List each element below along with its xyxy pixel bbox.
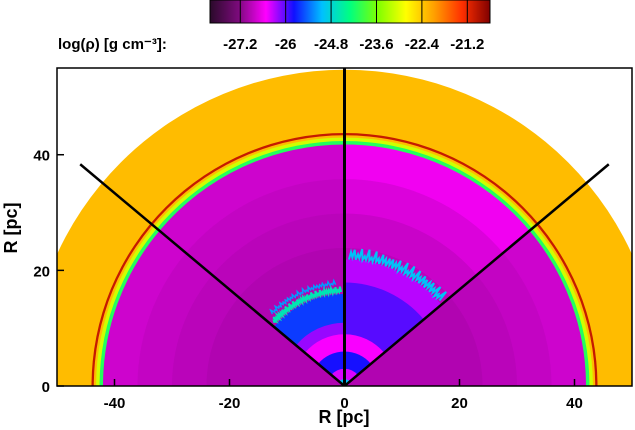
x-tick-label: 0 bbox=[340, 395, 348, 412]
colorbar-label: log(ρ) [g cm⁻³]: bbox=[58, 36, 167, 53]
y-axis-ticks: 0 20 40 bbox=[33, 148, 64, 396]
y-tick-label: 40 bbox=[33, 148, 50, 165]
y-tick-label: 0 bbox=[42, 379, 50, 396]
instability-front-right bbox=[347, 248, 447, 302]
colorbar-tick-label: -22.4 bbox=[405, 36, 440, 53]
colorbar-gradient bbox=[209, 0, 491, 24]
colorbar-ticks: -27.2 -26 -24.8 -23.6 -22.4 -21.2 bbox=[223, 0, 484, 53]
y-axis-label: R [pc] bbox=[1, 203, 21, 254]
colorbar-tick-label: -27.2 bbox=[223, 36, 257, 53]
wedge-dividers bbox=[79, 68, 610, 386]
y-tick-label: 20 bbox=[33, 263, 50, 280]
x-tick-label: -20 bbox=[219, 395, 241, 412]
colorbar-tick-label: -23.6 bbox=[359, 36, 393, 53]
cavity-region-3 bbox=[344, 230, 586, 386]
colorbar: log(ρ) [g cm⁻³]: -27.2 -26 -24.8 -23.6 -22.4… bbox=[58, 0, 491, 53]
x-tick-label: -40 bbox=[104, 395, 126, 412]
plot-area: -40 -20 0 20 40 0 20 40 bbox=[33, 67, 633, 412]
divider-line-0 bbox=[343, 163, 610, 386]
x-tick-label: 40 bbox=[566, 395, 583, 412]
colorbar-tick-label: -21.2 bbox=[450, 36, 484, 53]
x-axis-label: R [pc] bbox=[319, 407, 370, 427]
x-axis-ticks: -40 -20 0 20 40 bbox=[104, 379, 583, 412]
x-tick-label: 20 bbox=[451, 395, 468, 412]
cavity-region-0 bbox=[103, 230, 345, 386]
instability-front-left-outer bbox=[269, 278, 337, 315]
instability-front-left bbox=[272, 284, 343, 324]
colorbar-tick-label: -24.8 bbox=[314, 36, 348, 53]
divider-line-2 bbox=[79, 163, 346, 386]
colorbar-tick-label: -26 bbox=[275, 36, 297, 53]
